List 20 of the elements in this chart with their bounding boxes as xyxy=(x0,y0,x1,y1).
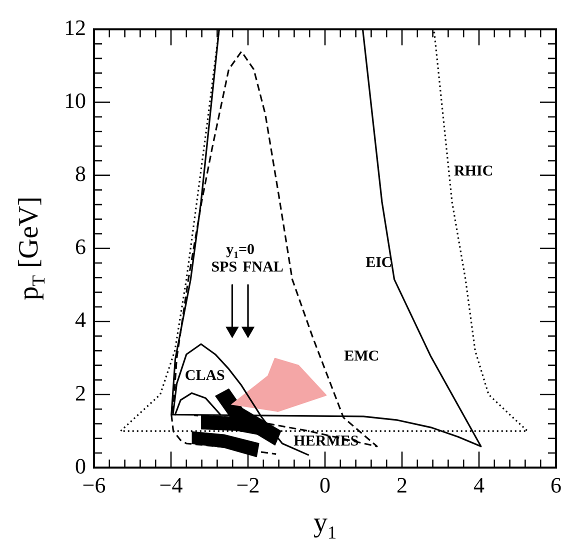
y-axis-title: pT [GeV] xyxy=(13,196,49,300)
annotation: SPS xyxy=(211,260,238,276)
y-tick-label: 2 xyxy=(75,380,86,406)
x-tick-label: −4 xyxy=(159,472,183,498)
annotation: EMC xyxy=(344,348,380,364)
annotation: HERMES xyxy=(294,434,359,450)
x-tick-label: −2 xyxy=(236,472,260,498)
x-tick-label: 2 xyxy=(396,472,408,498)
annotation: CLAS xyxy=(184,368,225,384)
annotation: EIC xyxy=(366,254,392,271)
x-tick-label: 4 xyxy=(474,472,484,498)
y-tick-label: 6 xyxy=(75,234,86,260)
y-tick-label: 8 xyxy=(75,161,86,186)
y-tick-label: 12 xyxy=(64,14,86,40)
y-tick-label: 4 xyxy=(75,307,86,332)
x-tick-label: 6 xyxy=(550,472,562,498)
annotation: RHIC xyxy=(454,164,494,180)
annotation: FNAL xyxy=(242,260,284,276)
x-tick-label: 0 xyxy=(320,472,330,498)
y-tick-label: 10 xyxy=(64,88,86,114)
